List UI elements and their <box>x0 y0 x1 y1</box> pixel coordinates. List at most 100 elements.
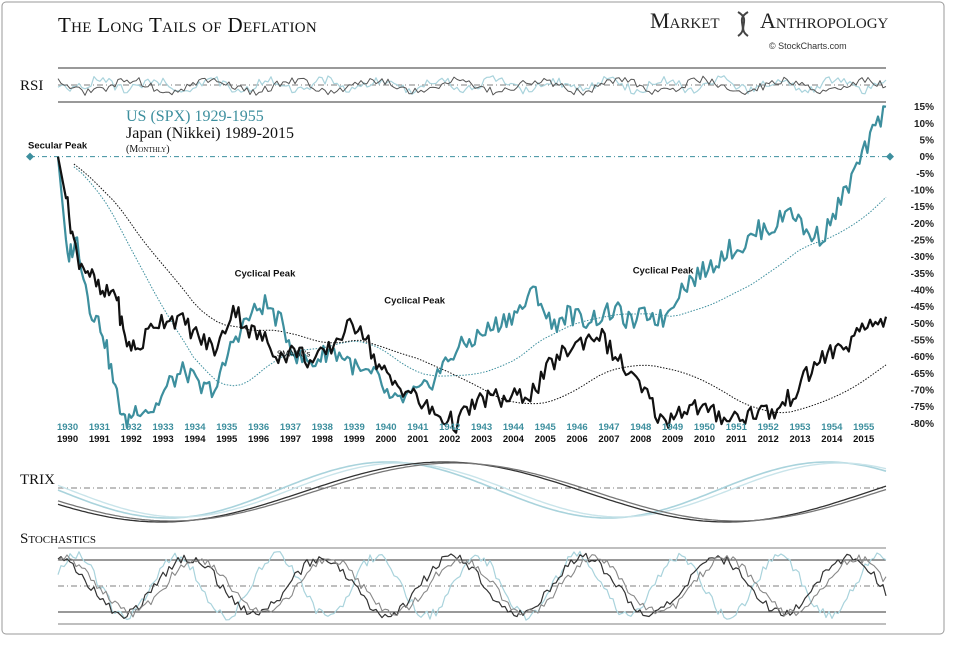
x-tick-us: 1941 <box>407 422 429 433</box>
cyclical-peak-annotation: Cyclical Peak <box>235 269 296 280</box>
x-tick-japan: 2007 <box>598 434 619 445</box>
trix-label: TRIX <box>20 472 55 488</box>
stochastics-panel <box>57 547 887 625</box>
brand-left: Market <box>650 8 720 33</box>
x-tick-us: 1932 <box>121 422 142 433</box>
x-tick-japan: 1992 <box>121 434 142 445</box>
y-tick-label: 10% <box>914 119 934 130</box>
y-tick-label: -60% <box>911 352 934 363</box>
y-tick-label: -75% <box>911 402 934 413</box>
stoch-japan-line <box>57 552 887 620</box>
annotations: Cyclical Peak Cyclical Peak Cyclical Peak S… <box>235 265 695 358</box>
stoch-us-line <box>57 550 887 621</box>
y-tick-label: -45% <box>911 302 934 313</box>
y-tick-label: -30% <box>911 252 934 263</box>
secular-peak-line: Secular Peak <box>26 141 894 161</box>
x-tick-japan: 1990 <box>57 434 78 445</box>
sma-lines <box>73 163 887 414</box>
x-tick-us: 1936 <box>248 422 269 433</box>
x-tick-us: 1937 <box>280 422 301 433</box>
series-lines <box>56 105 888 434</box>
x-tick-us: 1954 <box>821 422 843 433</box>
trix-panel <box>57 461 887 523</box>
x-tick-us: 1931 <box>89 422 111 433</box>
x-tick-japan: 2012 <box>758 434 779 445</box>
x-tick-japan: 1998 <box>312 434 333 445</box>
x-tick-us: 1933 <box>153 422 174 433</box>
x-tick-us: 1940 <box>375 422 396 433</box>
rsi-us-line <box>57 75 887 95</box>
y-tick-label: -20% <box>911 219 934 230</box>
x-tick-us: 1955 <box>853 422 875 433</box>
x-tick-us: 1951 <box>726 422 748 433</box>
legend-japan: Japan (Nikkei) 1989-2015 <box>126 125 294 142</box>
x-tick-japan: 2001 <box>407 434 429 445</box>
x-tick-japan: 2010 <box>694 434 715 445</box>
japan-sma-line <box>73 163 887 414</box>
y-tick-label: -35% <box>911 269 934 280</box>
y-tick-label: -15% <box>911 202 934 213</box>
x-tick-japan: 2014 <box>821 434 843 445</box>
secular-peak-label: Secular Peak <box>28 141 88 152</box>
x-tick-japan: 2008 <box>630 434 651 445</box>
y-tick-label: 0% <box>920 152 935 163</box>
y-tick-label: -5% <box>916 169 934 180</box>
japan-series-line <box>56 156 888 434</box>
legend-monthly: (Monthly) <box>126 144 170 155</box>
x-axis-ticks: 1930 1931 1932 1933 1934 1935 1936 1937 1938 1939… <box>57 422 875 445</box>
y-tick-label: -25% <box>911 236 934 247</box>
x-tick-japan: 1993 <box>153 434 174 445</box>
x-tick-us: 1939 <box>344 422 365 433</box>
y-tick-label: -50% <box>911 319 934 330</box>
x-tick-japan: 2000 <box>375 434 396 445</box>
x-tick-japan: 1995 <box>216 434 238 445</box>
y-axis-ticks: 15% 10% 5% 0% -5% -10% -15% -20% -25% -30% -35% -40… <box>911 102 934 430</box>
cyclical-peak-annotation: Cyclical Peak <box>633 265 694 276</box>
x-tick-japan: 2009 <box>662 434 683 445</box>
x-tick-japan: 2011 <box>726 434 747 445</box>
trix-us-signal <box>57 462 887 518</box>
stochastics-label: Stochastics <box>20 531 96 547</box>
x-tick-us: 1948 <box>630 422 651 433</box>
us-series-line <box>56 105 887 429</box>
trix-japan-signal <box>57 462 887 522</box>
legend-us: US (SPX) 1929-1955 <box>126 108 264 125</box>
x-tick-japan: 1999 <box>344 434 365 445</box>
x-tick-japan: 2004 <box>503 434 525 445</box>
cyclical-peak-annotation: Cyclical Peak <box>384 295 445 306</box>
rsi-label: RSI <box>20 78 43 94</box>
x-tick-us: 1943 <box>471 422 492 433</box>
x-tick-us: 1949 <box>662 422 683 433</box>
x-tick-japan: 1991 <box>89 434 111 445</box>
us-sma-line <box>73 166 887 387</box>
rsi-japan-line <box>57 75 887 96</box>
stoch-japan-signal <box>57 554 887 618</box>
y-tick-label: -65% <box>911 369 934 380</box>
y-tick-label: -70% <box>911 386 934 397</box>
diamond-marker-icon <box>26 152 34 161</box>
diamond-marker-icon <box>886 152 894 161</box>
copyright: © StockCharts.com <box>769 41 847 51</box>
x-tick-us: 1935 <box>216 422 238 433</box>
chart-title: The Long Tails of Deflation <box>58 13 317 37</box>
x-tick-us: 1944 <box>503 422 525 433</box>
x-tick-us: 1950 <box>694 422 715 433</box>
y-tick-label: 15% <box>914 102 934 113</box>
brand-right: Anthropology <box>760 8 889 33</box>
x-tick-us: 1938 <box>312 422 333 433</box>
x-tick-us: 1942 <box>439 422 460 433</box>
x-tick-japan: 2013 <box>789 434 810 445</box>
y-tick-label: -40% <box>911 286 934 297</box>
x-tick-us: 1945 <box>535 422 557 433</box>
x-tick-japan: 2005 <box>535 434 557 445</box>
x-tick-japan: 2006 <box>567 434 588 445</box>
rsi-panel <box>57 67 887 103</box>
x-tick-japan: 2015 <box>853 434 875 445</box>
x-tick-japan: 1994 <box>184 434 206 445</box>
x-tick-japan: 1997 <box>280 434 301 445</box>
outer-frame <box>1 1 945 635</box>
sma-annotation: SMA 50's <box>277 350 311 359</box>
x-tick-us: 1934 <box>184 422 206 433</box>
